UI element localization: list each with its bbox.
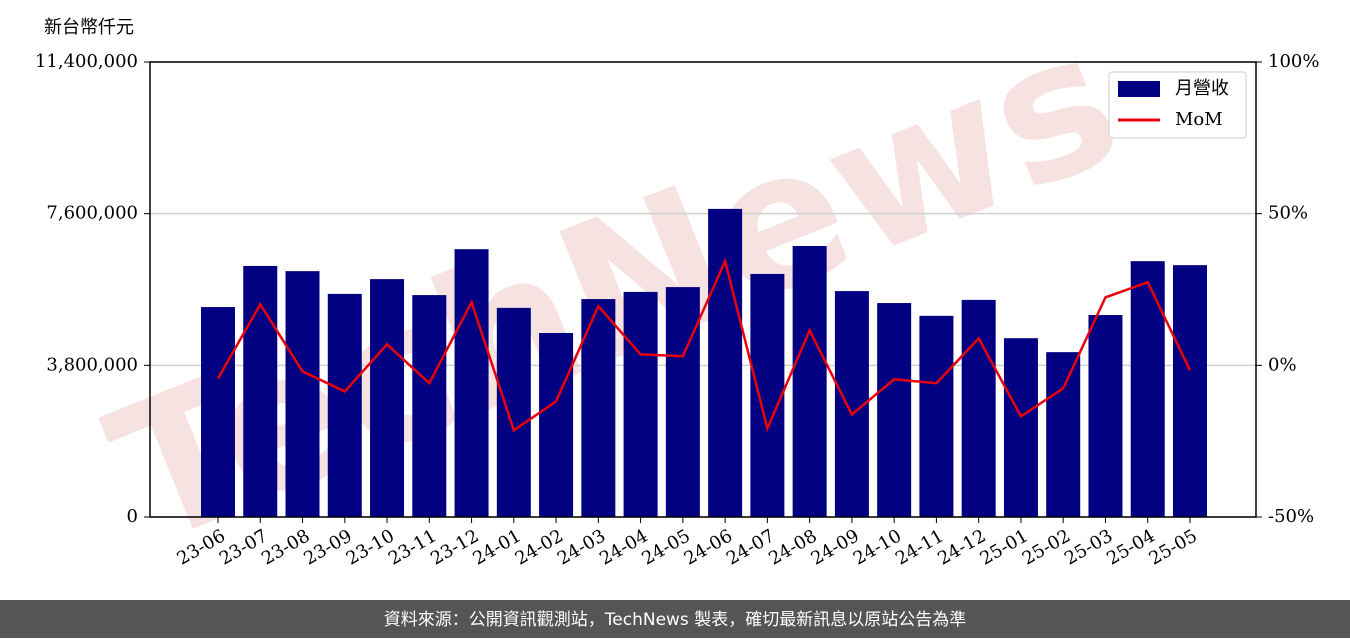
y2-tick-label: 0% [1268, 354, 1297, 375]
plot-frame [149, 61, 1257, 518]
y2-tick-label: 100% [1268, 51, 1319, 72]
y-tick-label: 11,400,000 [35, 51, 138, 72]
bar [1130, 261, 1165, 517]
bar [243, 265, 278, 517]
y-tick-label: 7,600,000 [46, 203, 138, 224]
bar [454, 249, 489, 517]
bar [1003, 338, 1038, 517]
bar [327, 293, 362, 517]
bar [792, 245, 827, 518]
y-tick-label: 3,800,000 [46, 354, 138, 375]
bar [539, 333, 574, 517]
bar [1046, 352, 1081, 517]
footer: 資料來源：公開資訊觀測站，TechNews 製表，確切最新訊息以原站公告為準 [384, 610, 966, 630]
bar [623, 291, 658, 517]
bar [1088, 315, 1123, 517]
bar [581, 299, 616, 517]
bar [285, 271, 320, 517]
bar [496, 307, 531, 517]
legend-label: 月營收 [1175, 78, 1229, 99]
bar [201, 307, 235, 517]
bar [708, 208, 743, 517]
bar [370, 279, 405, 517]
line [216, 257, 1192, 433]
legend-swatch [1118, 81, 1160, 97]
footer-bar [0, 600, 1350, 638]
bar [1172, 265, 1207, 517]
bar [412, 295, 447, 517]
y2-tick-label: -50% [1268, 506, 1314, 527]
bar [919, 315, 954, 517]
y-tick-label: 0 [127, 506, 138, 527]
y2-tick-label: 50% [1268, 203, 1308, 224]
legend-label: MoM [1175, 109, 1223, 130]
bar [877, 303, 912, 517]
bar [665, 287, 700, 517]
x-tick-label: 25-05 [1146, 525, 1201, 569]
bar [750, 273, 785, 517]
y-axis-label: 新台幣仟元 [44, 17, 134, 38]
bar [961, 299, 996, 517]
